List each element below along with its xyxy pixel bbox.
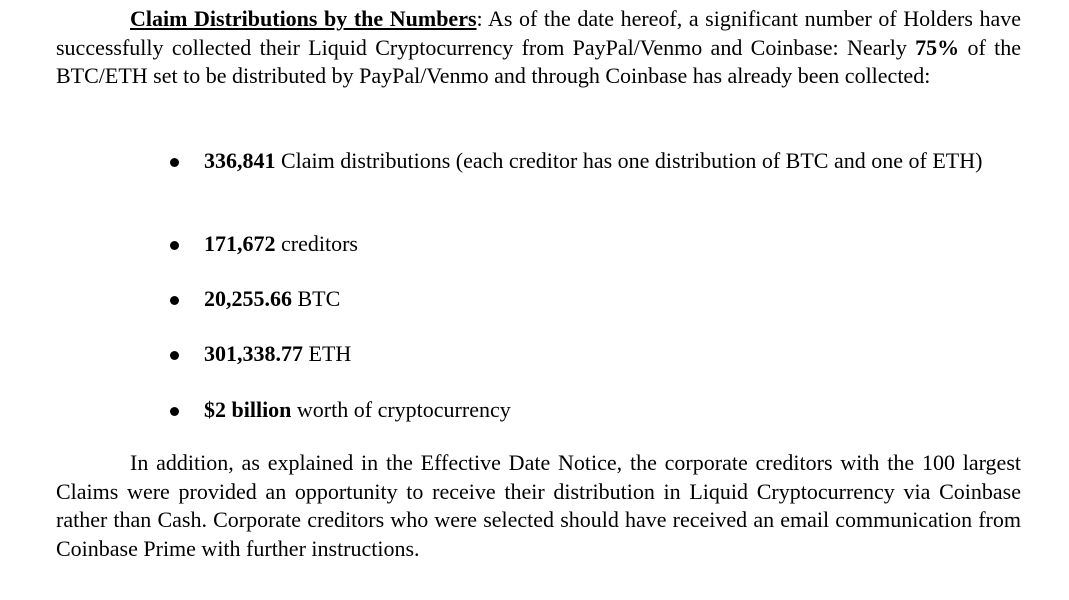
- bullet-icon: [170, 241, 179, 250]
- bullet-value: 336,841: [204, 148, 276, 173]
- bullet-value: 171,672: [204, 231, 276, 256]
- intro-paragraph: Claim Distributions by the Numbers: As o…: [56, 5, 1021, 91]
- section-heading: Claim Distributions by the Numbers: [130, 6, 477, 31]
- bullet-value: 301,338.77: [204, 341, 303, 366]
- bullet-text: ETH: [303, 341, 352, 366]
- intro-text-b: of the BTC/ETH set to be distributed by …: [56, 34, 1022, 89]
- bullet-icon: [170, 158, 179, 167]
- intro-text-a: As of the date hereof, a significant num…: [56, 6, 1022, 60]
- closing-text: In addition, as explained in the Effecti…: [56, 450, 1021, 561]
- bullet-icon: [170, 407, 179, 416]
- bullet-text: Claim distributions (each creditor has o…: [275, 148, 983, 173]
- bullet-icon: [170, 296, 179, 305]
- bullet-value: $2 billion: [204, 397, 292, 422]
- bullet-text: BTC: [292, 286, 341, 311]
- bullet-value: 20,255.66: [204, 286, 292, 311]
- bullet-text: worth of cryptocurrency: [291, 397, 511, 422]
- intro-highlight: 75%: [915, 34, 960, 60]
- closing-paragraph: In addition, as explained in the Effecti…: [56, 449, 1021, 563]
- bullet-icon: [170, 351, 179, 360]
- heading-colon: :: [476, 6, 483, 31]
- bullet-text: creditors: [275, 231, 358, 256]
